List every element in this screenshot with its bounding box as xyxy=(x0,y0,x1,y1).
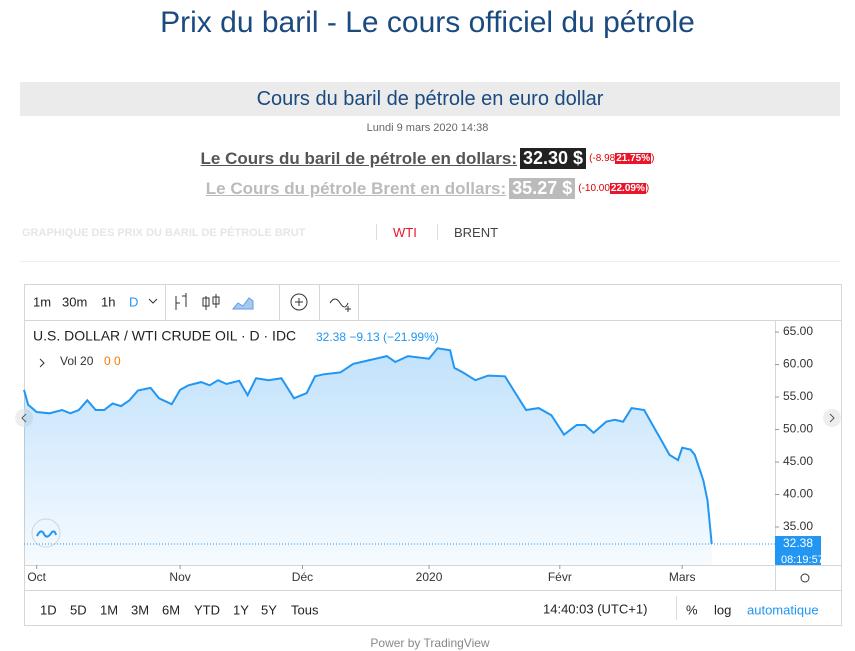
last-price-label: 32.38 xyxy=(783,536,813,550)
x-tick-label: 2020 xyxy=(416,570,443,584)
legend-quote: 32.38 −9.13 (−21.99%) xyxy=(316,330,439,344)
quote-pct: 21.75% xyxy=(615,153,652,164)
x-tick-label: Mars xyxy=(669,570,696,584)
candles-icon[interactable] xyxy=(202,294,220,310)
last-price-box xyxy=(775,536,821,553)
legend-volume: Vol 20 xyxy=(60,354,94,368)
date: Lundi 9 mars 2020 14:38 xyxy=(366,122,489,134)
range[interactable]: 3M xyxy=(131,602,149,617)
interval[interactable]: 30m xyxy=(62,294,87,309)
price-line xyxy=(23,347,713,544)
x-tick-label: Oct xyxy=(27,570,46,584)
x-tick-label: Déc xyxy=(292,570,313,584)
legend-symbol: U.S. DOLLAR / WTI CRUDE OIL · D · IDC xyxy=(33,328,296,344)
tab-separator xyxy=(437,224,438,240)
y-tick-label: 50.00 xyxy=(783,422,813,436)
indicators-icon[interactable] xyxy=(290,293,308,311)
time-label: 08:19:57 xyxy=(781,554,824,566)
range[interactable]: 1M xyxy=(100,602,118,617)
quote-price: 35.27 $ xyxy=(509,178,576,199)
y-tick-label: 55.00 xyxy=(783,389,813,403)
range[interactable]: YTD xyxy=(194,602,220,617)
x-tick-label: Nov xyxy=(169,570,190,584)
footer[interactable]: Power by TradingView xyxy=(370,636,490,650)
range[interactable]: 6M xyxy=(162,602,180,617)
tab-separator xyxy=(376,224,377,240)
range[interactable]: Tous xyxy=(291,602,319,617)
range[interactable]: 5D xyxy=(70,602,87,617)
quote-change: (-8.98 xyxy=(589,153,616,164)
y-tick-label: 45.00 xyxy=(783,454,813,468)
clock: 14:40:03 (UTC+1) xyxy=(543,601,647,616)
quote-change: (-10.00 xyxy=(578,183,610,194)
indicators-icon[interactable] xyxy=(295,298,303,306)
range[interactable]: 1Y xyxy=(233,602,249,617)
quote-link[interactable]: Le Cours du baril de pétrole en dollars: xyxy=(200,148,517,168)
x-tick-label: Févr xyxy=(548,570,572,584)
quote-link[interactable]: Le Cours du pétrole Brent en dollars: xyxy=(205,178,507,198)
scale-option[interactable]: log xyxy=(714,602,731,617)
area xyxy=(24,348,712,565)
quote-suffix: ) xyxy=(645,183,650,194)
area-icon[interactable] xyxy=(231,297,254,310)
y-tick-label: 60.00 xyxy=(783,357,813,371)
compare-icon[interactable] xyxy=(329,298,351,312)
y-tick-label: 65.00 xyxy=(783,324,813,338)
scroll-right[interactable] xyxy=(823,409,841,427)
interval[interactable]: D xyxy=(129,294,138,309)
tab[interactable]: GRAPHIQUE DES PRIX DU BARIL DE PÉTROLE B… xyxy=(22,227,306,239)
interval[interactable]: 1m xyxy=(33,294,51,309)
subheader: Cours du baril de pétrole en euro dollar xyxy=(20,82,840,116)
interval[interactable]: 1h xyxy=(101,294,115,309)
quote-row: Le Cours du pétrole Brent en dollars: 35… xyxy=(0,178,855,199)
range[interactable]: 1D xyxy=(40,602,57,617)
bars-icon[interactable] xyxy=(175,293,187,310)
dropdown-icon[interactable] xyxy=(148,298,158,304)
tab[interactable]: WTI xyxy=(393,225,417,240)
range[interactable]: 5Y xyxy=(261,602,277,617)
scale-option[interactable]: automatique xyxy=(747,602,819,617)
quote-suffix: ) xyxy=(651,153,655,164)
quote-row: Le Cours du baril de pétrole en dollars:… xyxy=(0,148,855,169)
y-tick-label: 40.00 xyxy=(783,487,813,501)
scale-option[interactable]: % xyxy=(686,602,698,617)
scroll-right[interactable] xyxy=(829,413,835,423)
quote-pct: 22.09% xyxy=(609,183,646,194)
legend-toggle[interactable] xyxy=(39,358,45,368)
page-title: Prix du baril - Le cours officiel du pét… xyxy=(160,6,695,39)
divider xyxy=(20,261,840,262)
time-box xyxy=(775,552,821,565)
settings-icon[interactable] xyxy=(800,573,810,583)
y-tick-label: 35.00 xyxy=(783,519,813,533)
tab[interactable]: BRENT xyxy=(454,225,499,240)
quote-price: 32.30 $ xyxy=(520,148,587,169)
legend-volume-values: 0 0 xyxy=(104,354,121,368)
